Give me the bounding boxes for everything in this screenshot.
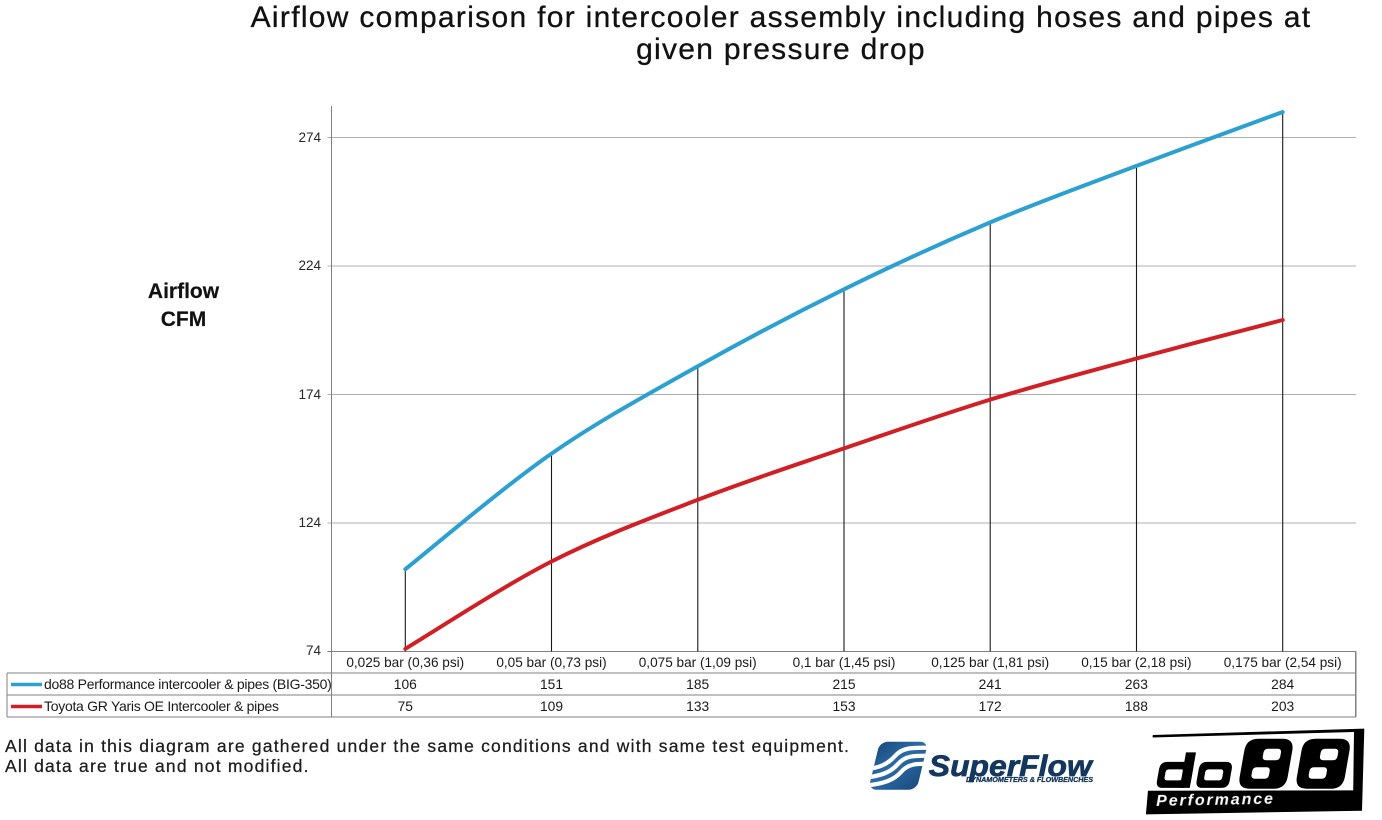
svg-text:SuperFlow: SuperFlow <box>929 750 1094 783</box>
svg-text:DYNAMOMETERS & FLOWBENCHES: DYNAMOMETERS & FLOWBENCHES <box>966 775 1093 784</box>
